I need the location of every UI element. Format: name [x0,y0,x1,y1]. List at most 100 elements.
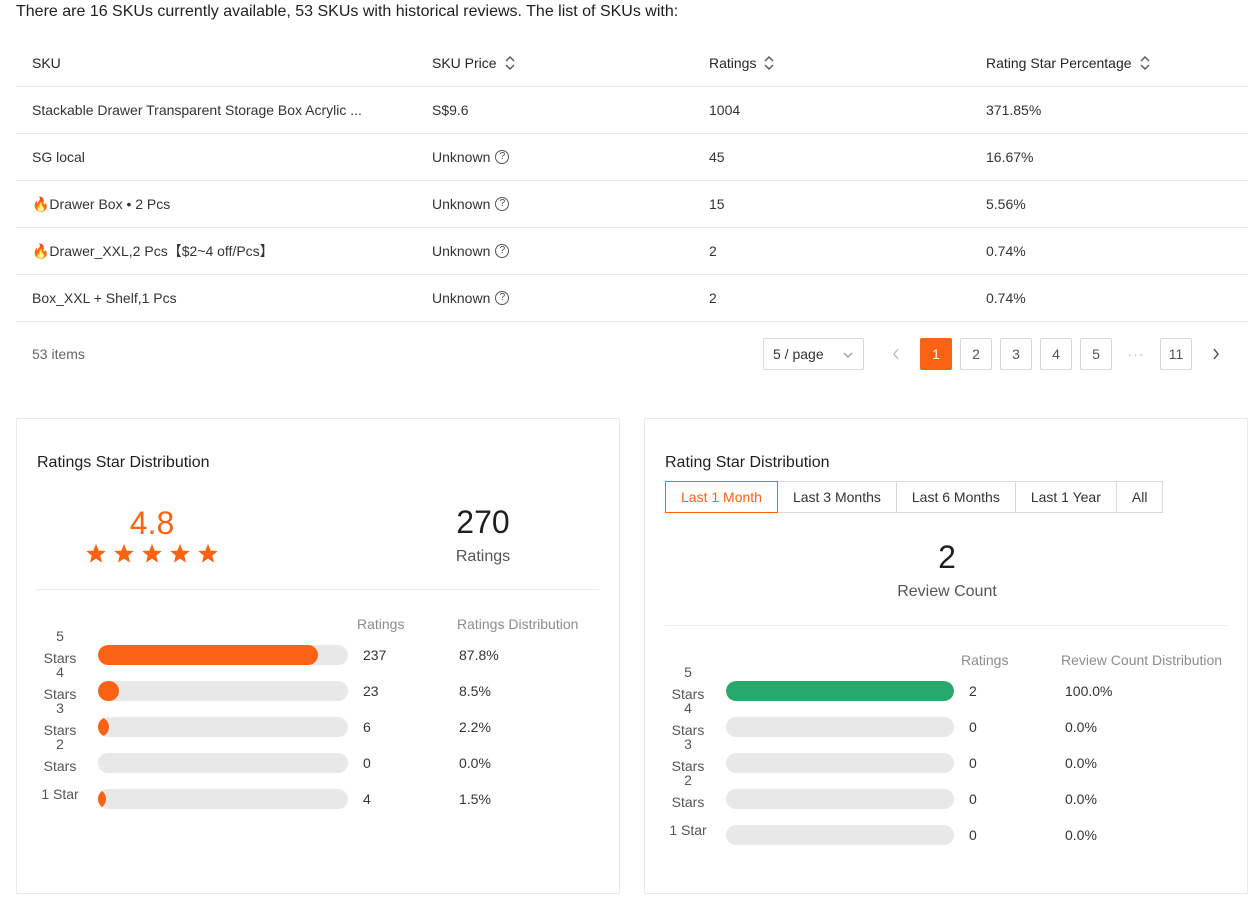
distribution-count: 4 [363,791,371,807]
star-icon [197,543,219,569]
distribution-row: 2 Stars 0 0.0% [645,772,1247,819]
star-icon [169,543,191,569]
star-level-label: 4 Stars [665,697,711,741]
distribution-bar [726,825,954,845]
star-rating [85,543,219,569]
table-row: Stackable Drawer Transparent Storage Box… [16,87,1248,134]
distribution-bar [726,681,954,701]
divider [37,589,599,590]
page-button[interactable]: 4 [1040,338,1072,370]
star-level-number: 5 [56,628,64,644]
page-button[interactable]: 1 [920,338,952,370]
sku-price: Unknown? [416,290,693,306]
question-icon[interactable]: ? [495,150,510,164]
sku-rating-percentage: 16.67% [986,149,1034,165]
sku-price: S$9.6 [416,102,693,118]
question-icon[interactable]: ? [495,244,510,258]
distribution-bar [726,753,954,773]
tab-last-3-months[interactable]: Last 3 Months [777,481,897,513]
star-level-label: 1 Star [37,783,83,805]
star-level-number: 3 [684,736,692,752]
tab-last-1-year[interactable]: Last 1 Year [1015,481,1117,513]
page-button-last[interactable]: 11 [1160,338,1192,370]
star-icon [113,543,135,569]
distribution-percentage: 0.0% [1065,719,1097,735]
sort-icon[interactable] [764,54,774,72]
distribution-percentage: 87.8% [459,647,499,663]
sku-name: 🔥Drawer Box • 2 Pcs [32,195,171,212]
distribution-percentage: 0.0% [1065,791,1097,807]
distribution-bar [98,681,348,701]
distribution-bar-fill [726,681,954,701]
distribution-bar [726,717,954,737]
distribution-percentage: 2.2% [459,719,491,735]
sku-name: 🔥Drawer_XXL,2 Pcs【$2~4 off/Pcs】 [32,243,274,259]
question-icon[interactable]: ? [495,291,510,305]
page-button[interactable]: 5 [1080,338,1112,370]
header-price[interactable]: SKU Price [416,54,693,72]
tab-all[interactable]: All [1116,481,1164,513]
distribution-count: 2 [969,683,977,699]
star-level-label: 3 Stars [665,733,711,777]
distribution-row: 3 Stars 6 2.2% [17,700,619,747]
ratings-star-distribution-card: Ratings Star Distribution 4.8 270 Rating… [16,418,620,894]
distribution-count: 23 [363,683,379,699]
distribution-count: 0 [363,755,371,771]
sku-price: Unknown? [416,243,693,259]
sku-price-value: Unknown [432,290,491,306]
sort-icon[interactable] [1140,54,1150,72]
distribution-percentage: 0.0% [459,755,491,771]
chevron-down-icon [843,348,853,364]
star-level-label: 5 Stars [37,625,83,669]
star-level-label: 3 Stars [37,697,83,741]
distribution-bar [726,789,954,809]
sku-rating-percentage: 5.56% [986,196,1026,212]
header-price-label: SKU Price [432,55,497,71]
star-level-number: 5 [684,664,692,680]
rating-star-distribution-card: Rating Star Distribution Last 1 Month Las… [644,418,1248,894]
header-sku: SKU [32,55,61,71]
distribution-bar-fill [98,645,318,665]
distribution-percentage: 0.0% [1065,755,1097,771]
distribution-row: 5 Stars 237 87.8% [17,628,619,675]
sku-price-value: Unknown [432,149,491,165]
distribution-percentage: 0.0% [1065,827,1097,843]
distribution-row: 3 Stars 0 0.0% [645,736,1247,783]
table-row: Box_XXL + Shelf,1 Pcs Unknown? 2 0.74% [16,275,1248,322]
tab-last-6-months[interactable]: Last 6 Months [896,481,1016,513]
col-header-ratings: Ratings [961,652,1009,668]
star-level-unit: Stars [671,722,705,738]
page-size-select[interactable]: 5 / page [763,338,864,370]
sort-icon[interactable] [505,54,515,72]
sku-price-value: Unknown [432,243,491,259]
intro-text: There are 16 SKUs currently available, 5… [16,3,679,20]
sku-ratings: 15 [709,196,725,212]
question-icon[interactable]: ? [495,197,510,211]
header-ratings-label: Ratings [709,55,757,71]
pagination-ellipsis[interactable]: ··· [1127,346,1145,362]
page-button[interactable]: 3 [1000,338,1032,370]
total-ratings-label: Ratings [455,548,511,565]
divider [665,625,1227,626]
items-total: 53 items [32,346,85,362]
review-count-label: Review Count [897,583,997,600]
next-page-button[interactable] [1200,338,1232,370]
distribution-count: 6 [363,719,371,735]
col-header-distribution: Ratings Distribution [457,616,579,632]
page-button[interactable]: 2 [960,338,992,370]
distribution-count: 0 [969,791,977,807]
table-body: Stackable Drawer Transparent Storage Box… [16,87,1248,322]
star-level-label: 4 Stars [37,661,83,705]
distribution-percentage: 8.5% [459,683,491,699]
time-range-tabs: Last 1 Month Last 3 Months Last 6 Months La… [665,481,1164,513]
header-percentage[interactable]: Rating Star Percentage [970,54,1248,72]
sku-name: SG local [32,149,85,165]
sku-ratings: 2 [709,243,717,259]
col-header-ratings: Ratings [357,616,405,632]
tab-last-1-month[interactable]: Last 1 Month [665,481,778,513]
distribution-bar [98,753,348,773]
header-ratings[interactable]: Ratings [693,54,970,72]
sku-ratings: 45 [709,149,725,165]
prev-page-button[interactable] [880,338,912,370]
distribution-percentage: 100.0% [1065,683,1113,699]
